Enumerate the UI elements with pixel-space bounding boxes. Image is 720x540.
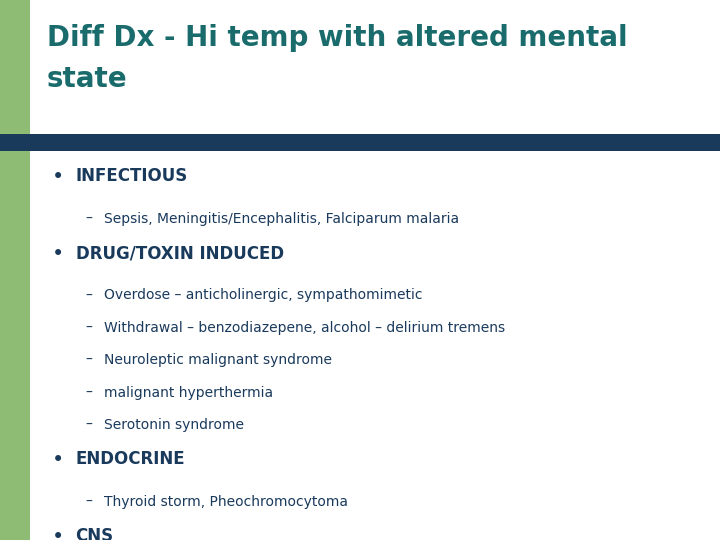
Text: –: – xyxy=(85,418,92,432)
Text: malignant hyperthermia: malignant hyperthermia xyxy=(104,386,274,400)
Text: •: • xyxy=(52,450,64,470)
Text: –: – xyxy=(85,212,92,226)
Text: ENDOCRINE: ENDOCRINE xyxy=(76,450,185,468)
Text: Overdose – anticholinergic, sympathomimetic: Overdose – anticholinergic, sympathomime… xyxy=(104,288,423,302)
Text: CNS: CNS xyxy=(76,527,114,540)
Text: Withdrawal – benzodiazepene, alcohol – delirium tremens: Withdrawal – benzodiazepene, alcohol – d… xyxy=(104,321,505,335)
Text: •: • xyxy=(52,167,64,187)
Text: –: – xyxy=(85,321,92,335)
Text: –: – xyxy=(85,288,92,302)
Text: Serotonin syndrome: Serotonin syndrome xyxy=(104,418,244,432)
Text: Diff Dx - Hi temp with altered mental: Diff Dx - Hi temp with altered mental xyxy=(47,24,627,52)
Text: –: – xyxy=(85,386,92,400)
Text: state: state xyxy=(47,65,127,93)
Text: INFECTIOUS: INFECTIOUS xyxy=(76,167,188,185)
Text: •: • xyxy=(52,527,64,540)
Text: Sepsis, Meningitis/Encephalitis, Falciparum malaria: Sepsis, Meningitis/Encephalitis, Falcipa… xyxy=(104,212,459,226)
Text: Neuroleptic malignant syndrome: Neuroleptic malignant syndrome xyxy=(104,353,333,367)
Text: –: – xyxy=(85,495,92,509)
Text: –: – xyxy=(85,353,92,367)
Text: •: • xyxy=(52,244,64,264)
Text: DRUG/TOXIN INDUCED: DRUG/TOXIN INDUCED xyxy=(76,244,284,262)
Text: Thyroid storm, Pheochromocytoma: Thyroid storm, Pheochromocytoma xyxy=(104,495,348,509)
